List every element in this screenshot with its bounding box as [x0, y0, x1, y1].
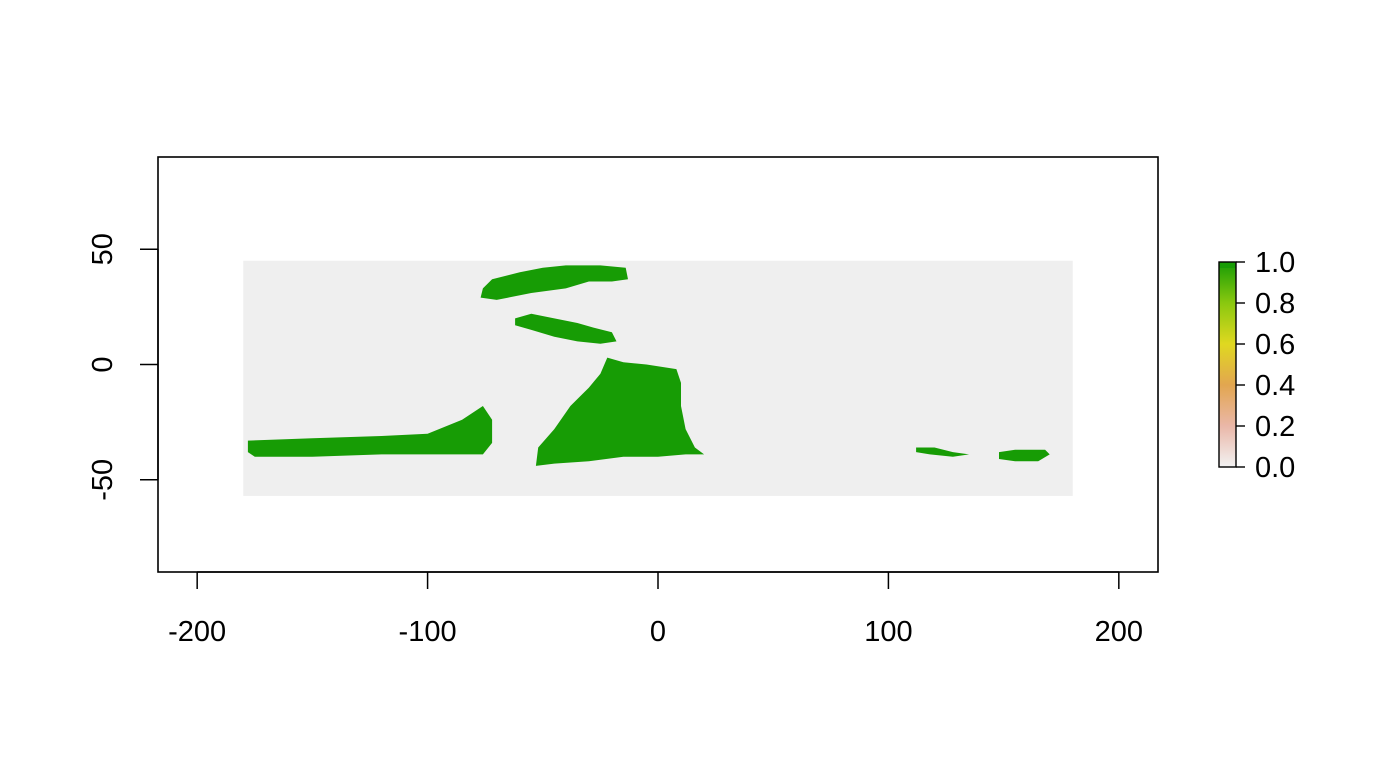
legend-tick-label: 0.0 [1255, 452, 1295, 484]
region-south-indian-coast [916, 447, 970, 457]
y-tick-label: 50 [87, 233, 119, 265]
x-tick-label: 0 [650, 616, 666, 648]
legend-tick-label: 0.2 [1255, 411, 1295, 443]
region-tasman-sea [999, 449, 1050, 462]
x-tick-label: 100 [864, 616, 912, 648]
legend-frame [1218, 261, 1237, 468]
legend-top-band [1219, 262, 1236, 268]
x-tick-label: -200 [168, 616, 226, 648]
region-tropical-atlantic-north [515, 313, 617, 344]
y-axis: -50 0 50 [87, 233, 159, 501]
x-tick-label: -100 [399, 616, 457, 648]
region-south-pacific [247, 406, 493, 457]
y-tick-label: -50 [87, 459, 119, 501]
legend-color-bar [1219, 262, 1236, 467]
legend-tick-label: 1.0 [1255, 247, 1295, 279]
x-axis: -200 -100 0 100 200 [168, 571, 1143, 648]
legend-tick-label: 0.8 [1255, 288, 1295, 320]
region-north-atlantic [480, 265, 628, 300]
color-legend: 0.0 0.2 0.4 0.6 0.8 1.0 [1218, 247, 1295, 484]
region-south-atlantic [535, 357, 705, 466]
legend-tick-label: 0.4 [1255, 370, 1295, 402]
legend-tick-label: 0.6 [1255, 329, 1295, 361]
raster-layer [243, 260, 1073, 496]
y-tick-label: 0 [87, 356, 119, 372]
x-tick-label: 200 [1095, 616, 1143, 648]
